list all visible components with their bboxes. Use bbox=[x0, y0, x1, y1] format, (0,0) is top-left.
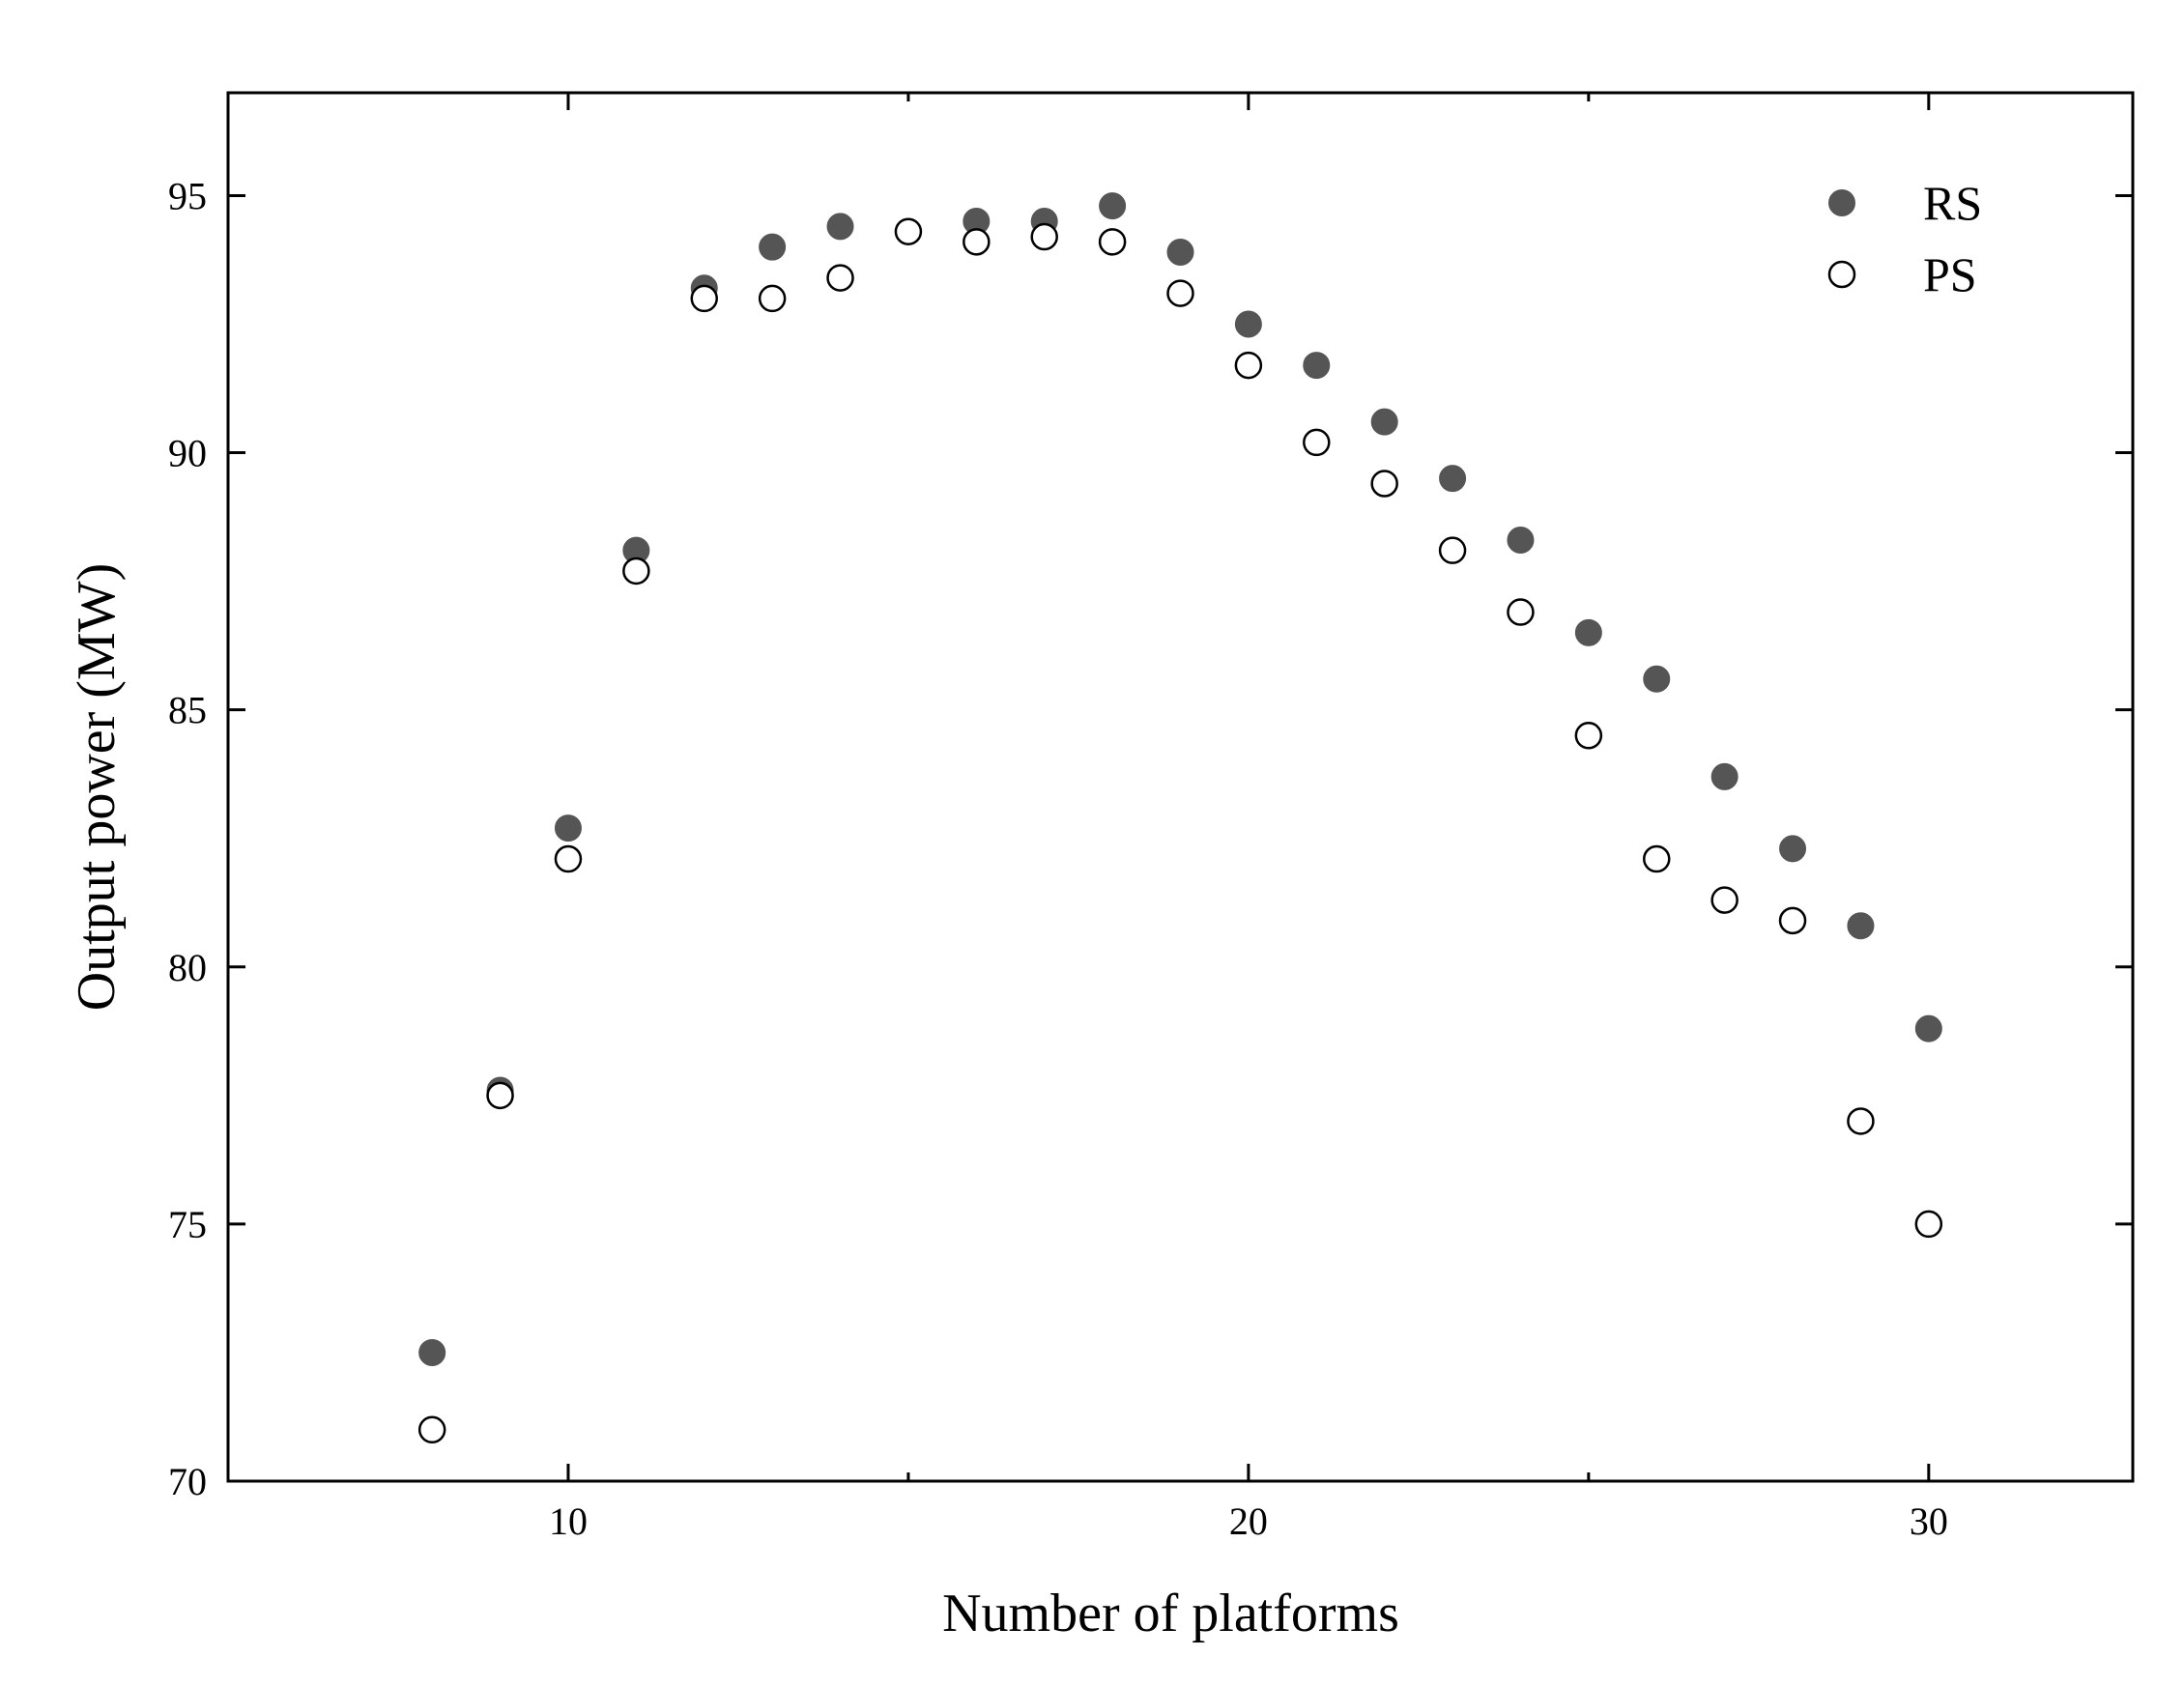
rs-point bbox=[1166, 238, 1194, 266]
x-tick-label: 30 bbox=[1910, 1499, 1948, 1543]
ps-point bbox=[758, 284, 787, 313]
legend-marker-ps bbox=[1827, 260, 1856, 289]
rs-point bbox=[759, 233, 787, 261]
rs-point bbox=[1847, 912, 1875, 940]
ps-point bbox=[622, 557, 650, 585]
rs-point bbox=[1439, 465, 1467, 493]
plot-frame bbox=[226, 91, 2135, 1483]
ps-point bbox=[1778, 906, 1807, 935]
rs-point bbox=[1370, 408, 1398, 436]
y-tick-label: 85 bbox=[168, 689, 207, 732]
ps-point bbox=[1030, 222, 1058, 251]
y-tick-label: 70 bbox=[168, 1460, 207, 1503]
legend: RS PS bbox=[1827, 176, 1982, 301]
y-tick-label: 80 bbox=[168, 946, 207, 989]
rs-point bbox=[1574, 618, 1602, 646]
ps-point bbox=[1234, 351, 1263, 380]
data-points bbox=[417, 192, 1943, 1444]
ps-point bbox=[486, 1081, 514, 1110]
ps-point bbox=[1507, 598, 1535, 626]
ps-point bbox=[1370, 470, 1398, 498]
y-tick-label: 95 bbox=[168, 174, 207, 217]
ps-point bbox=[1710, 886, 1739, 914]
ps-point bbox=[1847, 1107, 1875, 1135]
ps-point bbox=[963, 228, 991, 256]
tick-labels: 10 20 30 70 75 80 85 90 95 bbox=[168, 174, 1948, 1543]
ps-point bbox=[1574, 722, 1603, 750]
ps-point bbox=[554, 844, 583, 873]
ps-point bbox=[1166, 279, 1194, 307]
rs-point bbox=[1779, 835, 1807, 863]
plot-border bbox=[226, 91, 2135, 1483]
legend-label-ps: PS bbox=[1923, 247, 1977, 301]
ps-point bbox=[894, 217, 923, 245]
y-tick-label: 75 bbox=[168, 1203, 207, 1246]
rs-point bbox=[1643, 665, 1671, 693]
rs-point bbox=[1710, 762, 1739, 790]
x-tick-label: 10 bbox=[549, 1499, 588, 1543]
y-axis-title: Output power (MW) bbox=[67, 563, 127, 1011]
ps-point bbox=[1643, 844, 1671, 873]
ps-point bbox=[690, 284, 718, 313]
legend-label-rs: RS bbox=[1923, 176, 1982, 230]
rs-point bbox=[1914, 1014, 1942, 1042]
ps-point bbox=[826, 264, 854, 292]
rs-point bbox=[554, 814, 582, 842]
rs-point bbox=[1099, 192, 1127, 220]
legend-marker-rs bbox=[1828, 189, 1855, 216]
ps-point bbox=[1303, 428, 1331, 457]
axis-ticks bbox=[228, 93, 2133, 1483]
ps-point bbox=[1914, 1210, 1943, 1239]
ps-point bbox=[1438, 536, 1467, 564]
rs-point bbox=[418, 1338, 446, 1366]
rs-point bbox=[826, 213, 854, 241]
ps-point bbox=[417, 1415, 446, 1444]
rs-point bbox=[1234, 310, 1262, 338]
ps-point bbox=[1098, 228, 1127, 256]
rs-point bbox=[1507, 527, 1535, 555]
x-axis-title: Number of platforms bbox=[942, 1584, 1399, 1643]
rs-point bbox=[1303, 352, 1331, 380]
y-tick-label: 90 bbox=[168, 432, 207, 475]
x-tick-label: 20 bbox=[1229, 1499, 1268, 1543]
